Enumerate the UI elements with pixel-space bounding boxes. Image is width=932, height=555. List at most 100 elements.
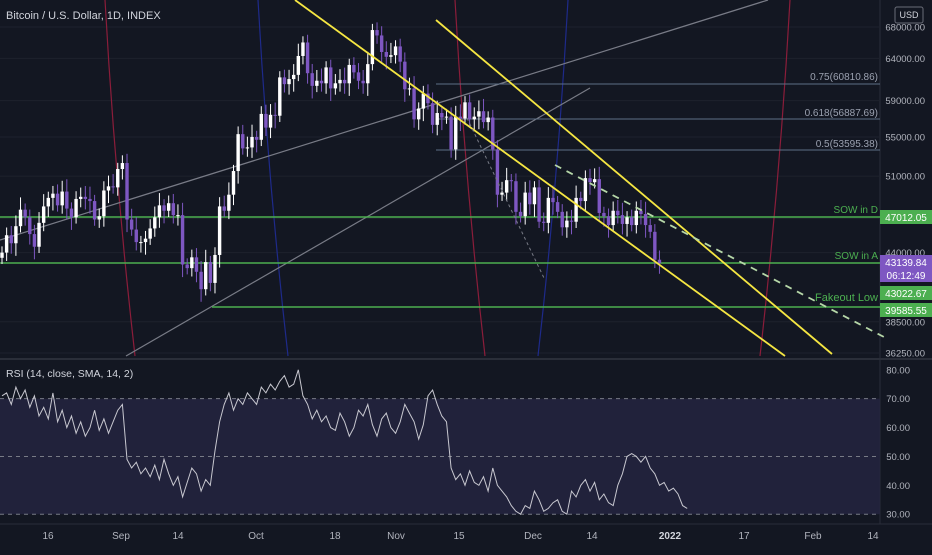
candle [111, 174, 115, 194]
candle-body [111, 186, 115, 188]
candle-body [310, 73, 314, 86]
time-tick-label: Nov [387, 531, 405, 542]
candle [65, 179, 69, 220]
candle [222, 195, 226, 218]
price-tick-label: 55000.00 [885, 132, 925, 143]
candle [32, 224, 37, 260]
candle-body [180, 215, 185, 265]
countdown-tag: 06:12:49 [887, 271, 926, 282]
candle [384, 41, 388, 70]
candle [643, 201, 648, 238]
arc-1 [257, 0, 289, 357]
currency-box[interactable] [894, 6, 924, 24]
candle-body [116, 169, 120, 188]
candle-body [37, 222, 41, 247]
time-tick-label: 17 [738, 531, 750, 542]
gray-channel-lower [125, 87, 591, 357]
time-tick-label: 16 [42, 531, 54, 542]
candle [491, 109, 495, 160]
candle [458, 104, 463, 132]
candles [0, 22, 662, 302]
candle-body [342, 79, 347, 84]
candle-body [421, 93, 426, 109]
fib-0618-label: 0.618(56887.69) [805, 108, 878, 119]
candle-body [639, 210, 643, 215]
candle-body [625, 217, 629, 224]
candle-body [356, 72, 361, 81]
candle-body [398, 46, 402, 62]
candle [55, 184, 60, 212]
candle-body [241, 134, 245, 149]
candle-body [194, 257, 199, 272]
candle-body [602, 212, 606, 217]
time-axis[interactable]: 16 Sep 14 Oct 18 Nov 15 Dec 14 2022 17 Feb 14 [42, 531, 879, 542]
candle [454, 105, 458, 160]
rsi-tick-label: 40.00 [886, 481, 910, 492]
candle [597, 166, 601, 222]
candle [398, 38, 402, 73]
candle [254, 130, 259, 153]
candle-body [204, 262, 208, 290]
rsi-pane[interactable]: RSI (14, close, SMA, 14, 2) 80.00 70.00 60… [0, 365, 910, 521]
time-tick-label: Oct [248, 531, 264, 542]
candle-body [296, 55, 301, 75]
candle-body [278, 77, 282, 116]
candle-body [245, 147, 250, 149]
candle-body [287, 79, 291, 85]
candle [217, 197, 222, 268]
candle [143, 230, 148, 255]
rsi-line [1, 369, 688, 516]
candle-body [347, 64, 351, 84]
yellow-channel-outer-upper[interactable] [294, 0, 786, 357]
candle [213, 247, 217, 294]
rsi-tick-label: 30.00 [886, 510, 910, 521]
candle-body [379, 35, 384, 52]
candle [616, 199, 620, 224]
candle [342, 67, 347, 94]
candle-body [213, 254, 217, 283]
rsi-tick-label: 80.00 [886, 365, 910, 376]
candle [250, 124, 254, 158]
candle-body [18, 209, 23, 227]
candle [259, 106, 263, 147]
time-tick-label: 2022 [659, 531, 682, 542]
time-tick-label: 15 [453, 531, 465, 542]
candle-body [28, 217, 32, 235]
candle-body [426, 93, 430, 104]
candle [467, 94, 472, 128]
candle-body [611, 210, 615, 226]
candle [18, 197, 23, 233]
candle-body [458, 116, 463, 119]
candle-body [60, 191, 64, 206]
candle [120, 155, 125, 180]
yellow-channel-inner-upper[interactable] [435, 19, 833, 355]
candle [477, 100, 481, 130]
candle [129, 208, 134, 236]
candle [486, 111, 490, 131]
candle [375, 22, 379, 44]
candle [407, 77, 412, 96]
candle-body [592, 179, 597, 183]
candle-body [352, 64, 356, 73]
candle [4, 227, 9, 261]
candle-body [69, 208, 74, 218]
candle-body [579, 197, 583, 202]
candle [190, 249, 194, 277]
time-tick-label: Dec [524, 531, 542, 542]
candle-body [370, 30, 375, 65]
candle [83, 186, 88, 210]
rsi-guides [0, 398, 880, 515]
candle-body [366, 64, 370, 84]
candle-body [463, 102, 467, 119]
current-price-tag-bg [880, 255, 932, 282]
candle [620, 202, 625, 235]
candle-body [125, 163, 129, 220]
candle [125, 153, 129, 233]
candle-body [148, 228, 152, 239]
price-tick-label: 36250.00 [885, 349, 925, 360]
fakeout-low-label: Fakeout Low [815, 292, 878, 304]
candle-body [208, 262, 213, 283]
candle [565, 211, 569, 238]
